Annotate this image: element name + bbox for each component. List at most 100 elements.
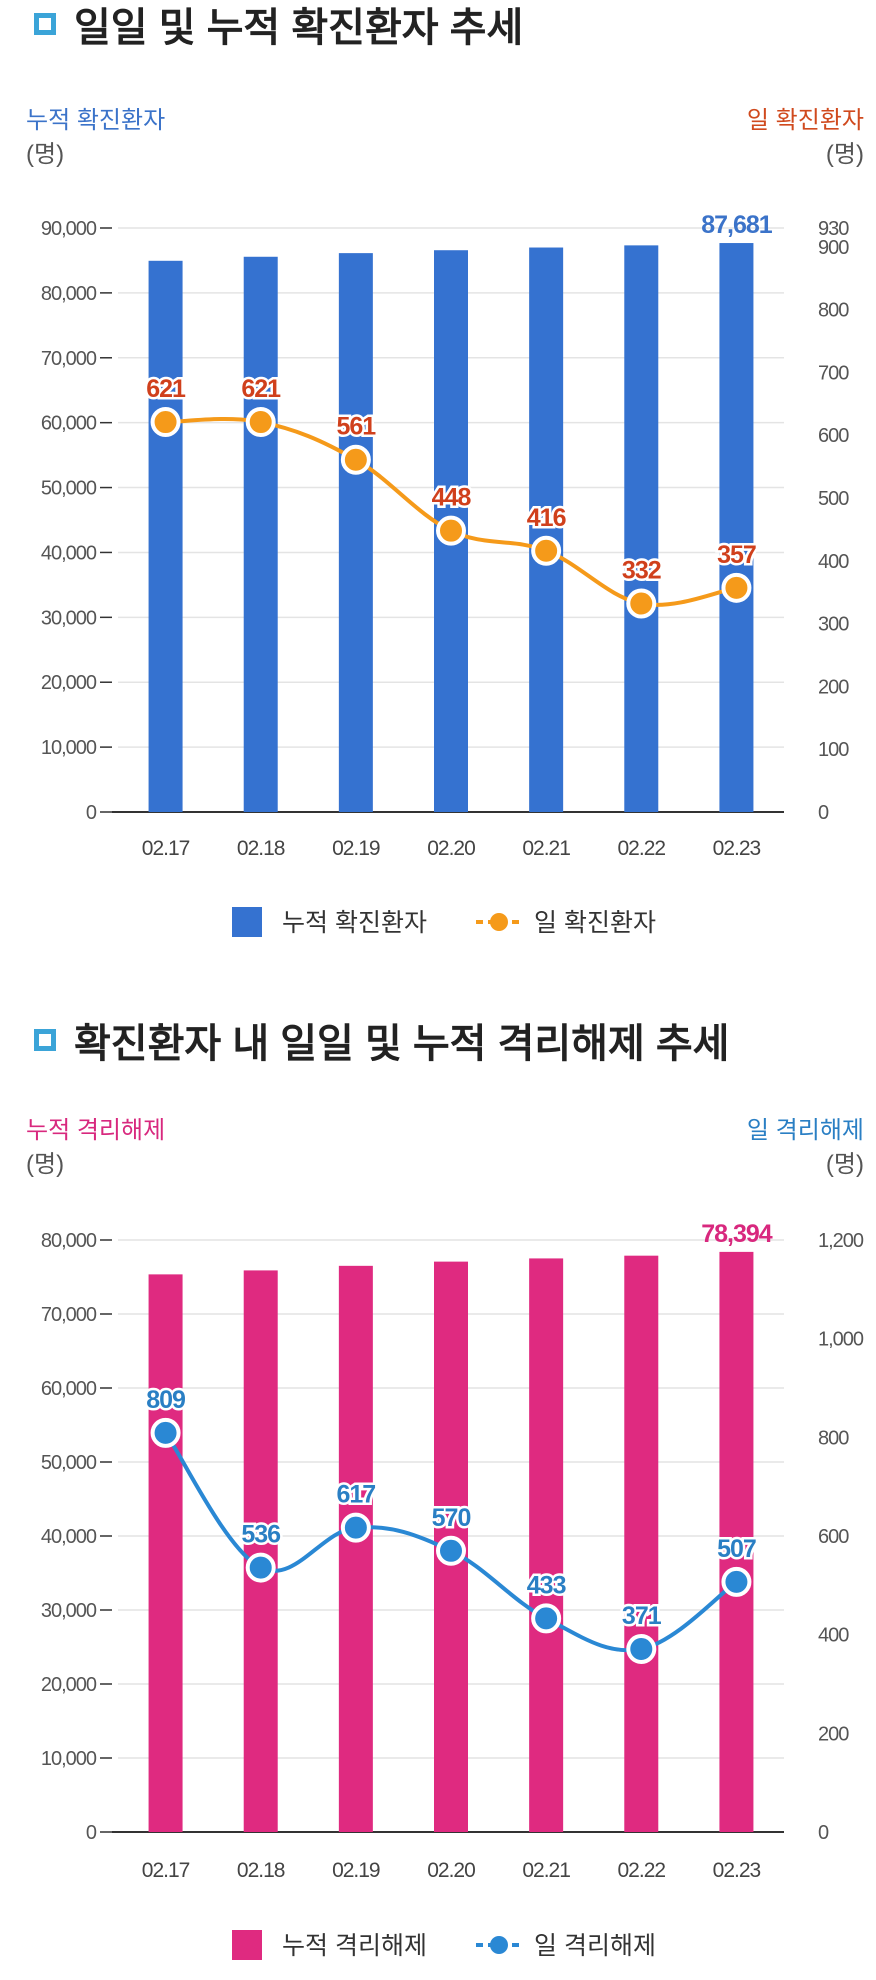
right-tick-label: 800 — [818, 300, 849, 322]
right-axis-unit: (명) — [826, 141, 864, 168]
line-point — [150, 1417, 181, 1448]
line-value-label: 371 — [622, 1602, 662, 1630]
line-value-label: 507 — [717, 1535, 756, 1563]
line-point — [150, 407, 181, 438]
left-tick-label: 70,000 — [41, 1304, 97, 1326]
left-axis-title: 누적 확진환자 — [26, 107, 165, 134]
line-point — [531, 535, 562, 566]
line-value-label: 617 — [336, 1481, 375, 1509]
right-tick-label: 400 — [818, 1625, 849, 1647]
category-label: 02.17 — [142, 837, 190, 860]
left-tick-label: 10,000 — [41, 1748, 97, 1770]
right-tick-label: 800 — [818, 1427, 849, 1449]
line-value-label: 809 — [146, 1386, 185, 1414]
line-value-label: 621 — [241, 375, 281, 403]
bar — [624, 245, 659, 813]
right-tick-label: 100 — [818, 739, 849, 761]
category-label: 02.18 — [237, 837, 285, 860]
right-tick-label: 600 — [818, 1526, 849, 1548]
line-point — [531, 1603, 562, 1634]
left-tick-label: 30,000 — [41, 1600, 97, 1622]
category-label: 02.18 — [237, 1859, 285, 1882]
bar — [529, 1258, 564, 1832]
line-value-label: 570 — [432, 1504, 471, 1532]
line-value-label: 416 — [527, 504, 566, 532]
line-point — [340, 444, 371, 475]
left-tick-label: 50,000 — [41, 1452, 97, 1474]
left-axis-title: 누적 격리해제 — [26, 1117, 165, 1144]
category-label: 02.20 — [427, 1859, 475, 1882]
left-tick-label: 70,000 — [41, 348, 97, 370]
line-value-label: 621 — [146, 375, 186, 403]
section-title-text: 확진환자 내 일일 및 누적 격리해제 추세 — [74, 1022, 730, 1066]
line-value-label: 448 — [432, 484, 472, 512]
left-tick-label: 20,000 — [41, 672, 97, 694]
confirmed-cases-section: 일일 및 누적 확진환자 추세 누적 확진환자 (명) 일 확진환자 (명) 0 10,0… — [0, 0, 876, 960]
legend-bar-swatch — [232, 907, 262, 937]
right-tick-label: 1,200 — [818, 1230, 864, 1252]
bar — [338, 253, 373, 812]
right-tick-label: 0 — [818, 1822, 829, 1844]
section-title: 확진환자 내 일일 및 누적 격리해제 추세 — [34, 1016, 729, 1066]
line-value-label: 536 — [241, 1521, 280, 1549]
legend-line-dot — [490, 913, 508, 931]
legend-bar-swatch — [232, 1930, 262, 1960]
right-axis-unit: (명) — [826, 1151, 864, 1178]
left-tick-label: 40,000 — [41, 1526, 97, 1548]
confirmed-cases-chart: 누적 확진환자 (명) 일 확진환자 (명) 0 10,000 20,000 30,000 40… — [26, 107, 864, 937]
line-value-label: 332 — [622, 557, 661, 585]
released-cases-section: 확진환자 내 일일 및 누적 격리해제 추세 누적 격리해제 (명) 일 격리해제 (… — [0, 1010, 876, 1974]
right-tick-label: 1,000 — [818, 1329, 864, 1351]
bar — [338, 1265, 373, 1832]
line-point — [721, 572, 752, 603]
category-label: 02.23 — [713, 837, 761, 860]
left-tick-label: 80,000 — [41, 283, 97, 305]
bar — [148, 260, 183, 812]
title-square-icon — [34, 13, 56, 35]
line-point — [340, 1512, 371, 1543]
bar — [148, 1274, 183, 1832]
line-point — [626, 588, 657, 619]
right-tick-label: 0 — [818, 802, 829, 824]
category-label: 02.17 — [142, 1859, 190, 1882]
right-axis-title: 일 격리해제 — [747, 1117, 864, 1144]
right-tick-label: 900 — [818, 237, 849, 259]
category-label: 02.22 — [618, 837, 666, 860]
title-square-icon — [34, 1029, 56, 1051]
legend-bar-label: 누적 확진환자 — [282, 909, 427, 937]
category-label: 02.19 — [332, 837, 380, 860]
left-tick-label: 30,000 — [41, 607, 97, 629]
bar-value-label: 87,681 — [701, 211, 773, 239]
legend-line-label: 일 격리해제 — [534, 1932, 656, 1960]
line-point — [436, 1535, 466, 1566]
bar — [719, 1251, 754, 1832]
category-label: 02.22 — [618, 1859, 666, 1882]
right-tick-label: 300 — [818, 614, 849, 636]
right-tick-label: 930 — [818, 218, 849, 240]
left-tick-label: 20,000 — [41, 1674, 97, 1696]
line-point — [721, 1566, 752, 1597]
category-label: 02.23 — [713, 1859, 761, 1882]
left-tick-label: 50,000 — [41, 478, 97, 500]
right-tick-label: 700 — [818, 362, 849, 384]
left-tick-label: 10,000 — [41, 737, 97, 759]
category-label: 02.21 — [522, 1859, 570, 1882]
legend-line-label: 일 확진환자 — [534, 909, 656, 937]
line-point — [436, 515, 466, 546]
left-tick-label: 80,000 — [41, 1230, 97, 1252]
right-tick-label: 200 — [818, 676, 849, 698]
line-point — [245, 1552, 276, 1583]
released-cases-chart: 누적 격리해제 (명) 일 격리해제 (명) 0 10,000 20,000 30,000 40… — [26, 1117, 865, 1960]
legend-line-dot — [490, 1936, 508, 1954]
left-axis-unit: (명) — [26, 141, 64, 168]
category-label: 02.21 — [522, 837, 570, 860]
right-tick-label: 600 — [818, 425, 849, 447]
bar — [624, 1255, 659, 1832]
left-tick-label: 60,000 — [41, 1378, 97, 1400]
left-axis-unit: (명) — [26, 1151, 64, 1178]
bar — [243, 256, 278, 812]
right-tick-label: 400 — [818, 551, 849, 573]
right-tick-label: 200 — [818, 1723, 849, 1745]
section-title: 일일 및 누적 확진환자 추세 — [34, 0, 523, 50]
right-tick-label: 500 — [818, 488, 849, 510]
